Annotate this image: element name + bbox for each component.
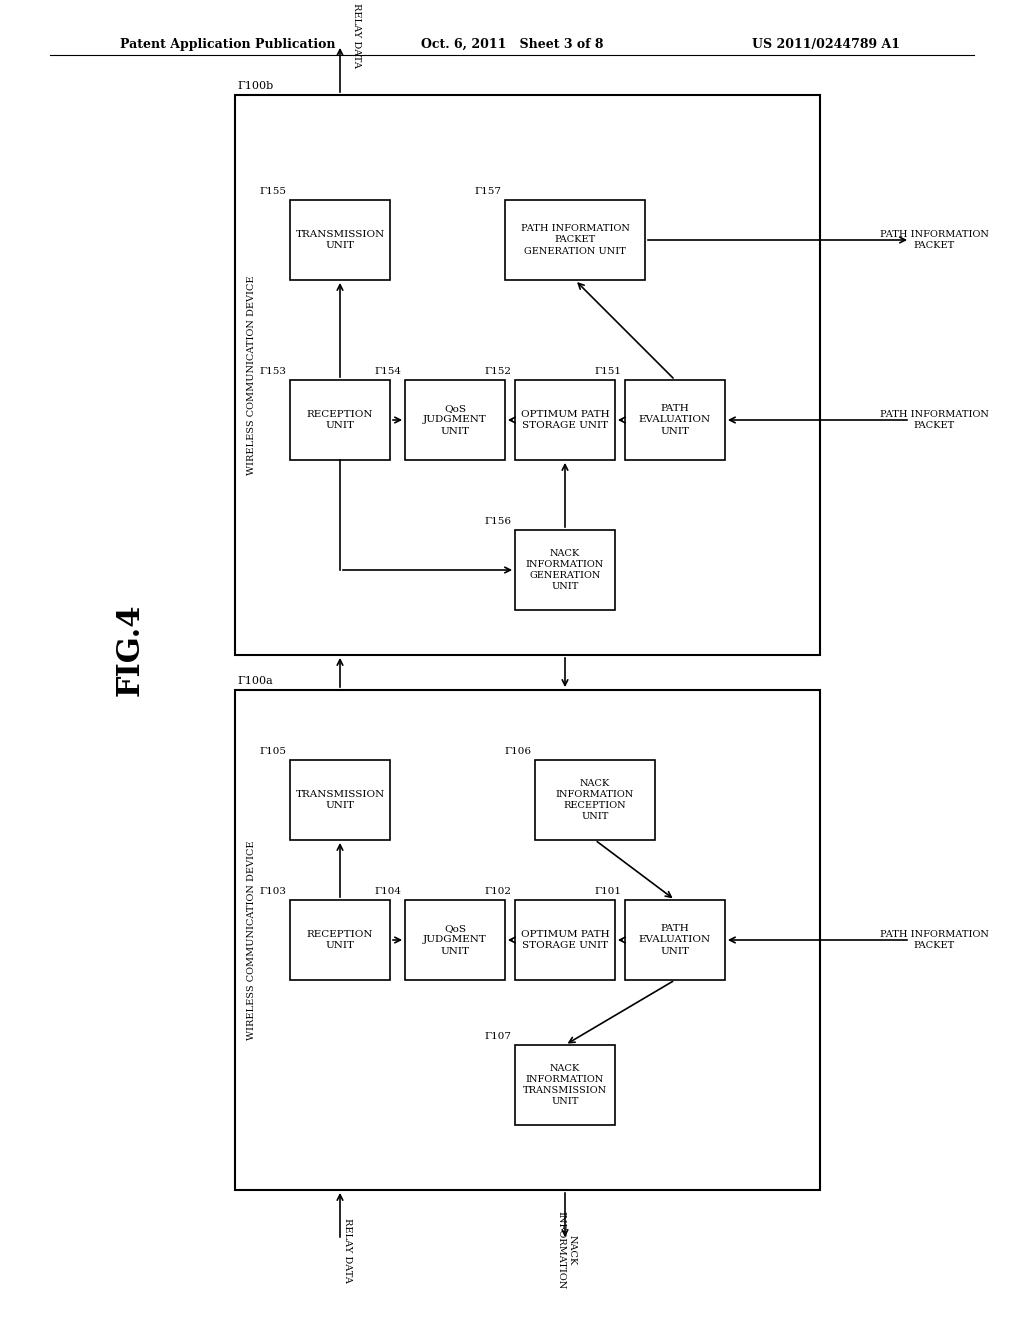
Text: Γ154: Γ154: [374, 367, 401, 376]
Text: OPTIMUM PATH
STORAGE UNIT: OPTIMUM PATH STORAGE UNIT: [520, 931, 609, 950]
Bar: [535, 760, 655, 840]
Bar: [515, 1045, 615, 1125]
Text: WIRELESS COMMUNICATION DEVICE: WIRELESS COMMUNICATION DEVICE: [247, 841, 256, 1040]
Text: OPTIMUM PATH
STORAGE UNIT: OPTIMUM PATH STORAGE UNIT: [520, 411, 609, 430]
Bar: [290, 760, 390, 840]
Text: Γ107: Γ107: [484, 1032, 511, 1041]
Text: RECEPTION
UNIT: RECEPTION UNIT: [307, 411, 374, 430]
Text: TRANSMISSION
UNIT: TRANSMISSION UNIT: [295, 789, 385, 810]
Text: WIRELESS COMMUNICATION DEVICE: WIRELESS COMMUNICATION DEVICE: [247, 276, 256, 475]
Text: PATH INFORMATION
PACKET: PATH INFORMATION PACKET: [880, 411, 989, 430]
Text: Γ156: Γ156: [484, 517, 511, 525]
Text: NACK
INFORMATION
RECEPTION
UNIT: NACK INFORMATION RECEPTION UNIT: [556, 779, 634, 821]
Text: QoS
JUDGMENT
UNIT: QoS JUDGMENT UNIT: [423, 404, 487, 436]
Bar: [515, 380, 615, 459]
Text: RELAY DATA: RELAY DATA: [352, 3, 361, 67]
Text: PATH
EVALUATION
UNIT: PATH EVALUATION UNIT: [639, 924, 711, 956]
Bar: [515, 531, 615, 610]
Text: US 2011/0244789 A1: US 2011/0244789 A1: [752, 38, 900, 51]
Text: NACK
INFORMATION
TRANSMISSION
UNIT: NACK INFORMATION TRANSMISSION UNIT: [523, 1064, 607, 1106]
Text: QoS
JUDGMENT
UNIT: QoS JUDGMENT UNIT: [423, 924, 487, 956]
Text: Γ101: Γ101: [594, 887, 621, 896]
Text: Oct. 6, 2011   Sheet 3 of 8: Oct. 6, 2011 Sheet 3 of 8: [421, 38, 603, 51]
Text: Γ106: Γ106: [504, 747, 531, 756]
Text: Γ102: Γ102: [484, 887, 511, 896]
Text: Γ105: Γ105: [259, 747, 286, 756]
Text: Γ155: Γ155: [259, 187, 286, 195]
Text: TRANSMISSION
UNIT: TRANSMISSION UNIT: [295, 230, 385, 249]
Bar: [625, 900, 725, 979]
Text: Γ153: Γ153: [259, 367, 286, 376]
Text: Γ152: Γ152: [484, 367, 511, 376]
Text: Patent Application Publication: Patent Application Publication: [120, 38, 336, 51]
Text: Γ100a: Γ100a: [237, 676, 272, 686]
Text: Γ100b: Γ100b: [237, 81, 273, 91]
Bar: [505, 201, 645, 280]
Bar: [234, 95, 820, 655]
Text: NACK
INFORMATION
GENERATION
UNIT: NACK INFORMATION GENERATION UNIT: [526, 549, 604, 591]
Text: NACK
INFORMATION: NACK INFORMATION: [557, 1210, 577, 1290]
Text: Γ104: Γ104: [374, 887, 401, 896]
Text: Γ151: Γ151: [594, 367, 621, 376]
Bar: [290, 380, 390, 459]
Text: PATH INFORMATION
PACKET
GENERATION UNIT: PATH INFORMATION PACKET GENERATION UNIT: [520, 224, 630, 256]
Text: Γ157: Γ157: [474, 187, 501, 195]
Bar: [234, 690, 820, 1191]
Text: Γ103: Γ103: [259, 887, 286, 896]
Text: FIG.4: FIG.4: [115, 603, 145, 696]
Text: PATH
EVALUATION
UNIT: PATH EVALUATION UNIT: [639, 404, 711, 436]
Bar: [515, 900, 615, 979]
Bar: [290, 201, 390, 280]
Text: PATH INFORMATION
PACKET: PATH INFORMATION PACKET: [880, 230, 989, 249]
Bar: [625, 380, 725, 459]
Text: RELAY DATA: RELAY DATA: [343, 1217, 352, 1283]
Bar: [406, 900, 505, 979]
Text: RECEPTION
UNIT: RECEPTION UNIT: [307, 931, 374, 950]
Bar: [406, 380, 505, 459]
Text: PATH INFORMATION
PACKET: PATH INFORMATION PACKET: [880, 931, 989, 950]
Bar: [290, 900, 390, 979]
